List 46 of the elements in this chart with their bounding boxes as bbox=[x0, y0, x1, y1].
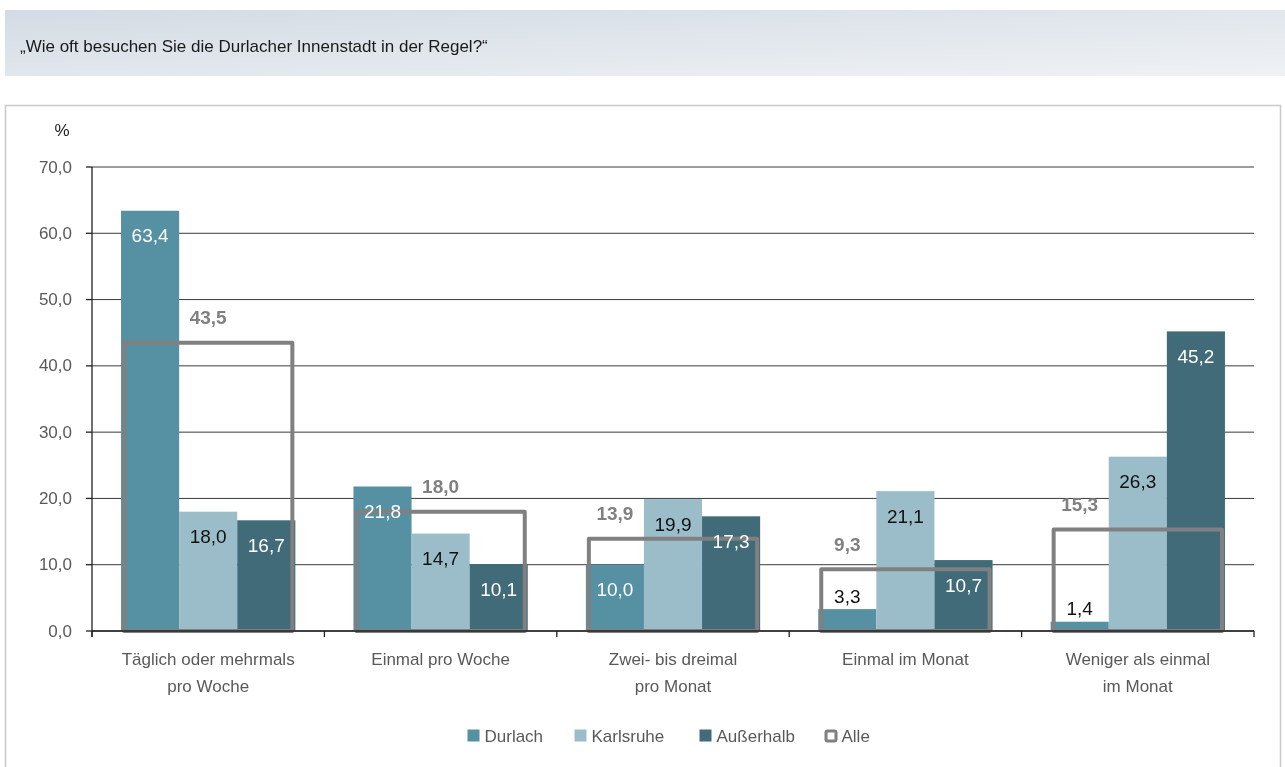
bar bbox=[411, 533, 470, 631]
bar bbox=[643, 499, 703, 631]
data-label: 21,1 bbox=[886, 505, 924, 527]
data-label: 19,9 bbox=[654, 513, 692, 535]
x-tick-label: Zwei- bis dreimal pro Monat bbox=[608, 649, 738, 696]
y-axis-title: % bbox=[54, 120, 70, 140]
y-tick-label: 0,0 bbox=[48, 621, 72, 641]
bar bbox=[1166, 331, 1225, 631]
data-label: 63,4 bbox=[131, 225, 170, 247]
data-label: 21,8 bbox=[364, 501, 401, 522]
y-tick-label: 50,0 bbox=[38, 290, 72, 310]
legend-label: Alle bbox=[841, 726, 870, 746]
data-label: 14,7 bbox=[422, 548, 460, 570]
y-tick-label: 10,0 bbox=[38, 555, 72, 575]
data-label: 1,4 bbox=[1066, 598, 1094, 620]
bar bbox=[1108, 456, 1167, 631]
bar bbox=[179, 511, 238, 631]
chart-title: „Wie oft besuchen Sie die Durlacher Innenstadt in der Regel?“ bbox=[20, 36, 489, 56]
data-label: 17,3 bbox=[712, 530, 750, 552]
data-label: 15,3 bbox=[1061, 494, 1099, 516]
legend-label: Außerhalb bbox=[716, 726, 795, 746]
data-label: 43,5 bbox=[189, 307, 228, 329]
x-tick-label: Täglich oder mehrmals pro Woche bbox=[121, 649, 295, 696]
data-label: 3,3 bbox=[834, 585, 861, 607]
data-label: 18,0 bbox=[189, 526, 227, 548]
y-tick-label: 60,0 bbox=[38, 223, 72, 243]
y-tick-label: 30,0 bbox=[38, 422, 72, 442]
data-label: 16,7 bbox=[247, 534, 285, 556]
x-tick-label: Einmal im Monat bbox=[842, 649, 969, 669]
x-tick-label: Einmal pro Woche bbox=[371, 649, 510, 669]
bar bbox=[121, 210, 180, 631]
data-label: 13,9 bbox=[596, 503, 634, 525]
data-label: 18,0 bbox=[422, 476, 460, 498]
data-label: 10,0 bbox=[596, 579, 634, 601]
bar bbox=[876, 491, 935, 631]
legend-label: Karlsruhe bbox=[591, 726, 665, 746]
legend-label: Durlach bbox=[484, 726, 544, 746]
y-tick-label: 40,0 bbox=[38, 356, 72, 376]
data-label: 9,3 bbox=[834, 533, 861, 555]
y-tick-label: 70,0 bbox=[38, 157, 72, 177]
y-tick-label: 20,0 bbox=[38, 488, 72, 508]
x-tick-label: Weniger als einmal im Monat bbox=[1065, 649, 1210, 696]
data-label: 10,7 bbox=[945, 574, 982, 596]
data-label: 10,1 bbox=[480, 578, 518, 600]
data-label: 45,2 bbox=[1177, 345, 1215, 367]
data-label: 26,3 bbox=[1119, 471, 1157, 493]
